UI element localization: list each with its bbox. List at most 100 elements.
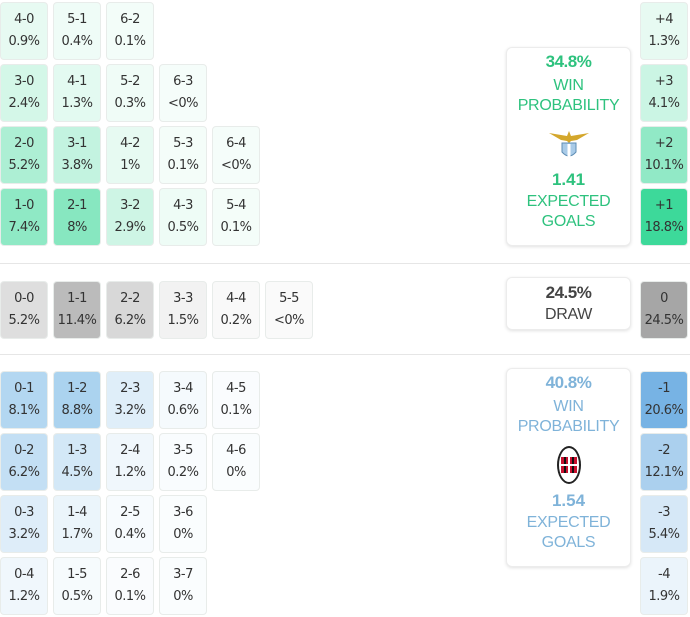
scoreline-label: -1 xyxy=(658,381,670,396)
scoreline-probability: 0% xyxy=(173,527,193,542)
scoreline-label: 2-0 xyxy=(14,136,34,151)
scoreline-cell: 5-5 <0% xyxy=(265,281,313,339)
scoreline-probability: 0.3% xyxy=(114,96,146,111)
scoreline-probability: 18.8% xyxy=(644,220,684,235)
scoreline-label: +3 xyxy=(654,74,674,89)
scoreline-probability: 1.3% xyxy=(61,96,93,111)
scoreline-probability: 20.6% xyxy=(644,403,684,418)
scoreline-cell: 2-6 0.1% xyxy=(106,557,154,615)
scoreline-probability: 7.4% xyxy=(8,220,40,235)
scoreline-probability: 0.4% xyxy=(61,34,93,49)
scoreline-cell: 3-4 0.6% xyxy=(159,371,207,429)
scoreline-cell: 0-4 1.2% xyxy=(0,557,48,615)
scoreline-label: 4-2 xyxy=(120,136,140,151)
scoreline-cell: 3-6 0% xyxy=(159,495,207,553)
scoreline-probability: <0% xyxy=(167,96,199,111)
scoreline-cell: 4-3 0.5% xyxy=(159,188,207,246)
away-xg-label: EXPECTED GOALS xyxy=(526,514,611,551)
scoreline-probability: 1.2% xyxy=(8,589,40,604)
scoreline-label: 4-5 xyxy=(226,381,246,396)
scoreline-cell: 1-3 4.5% xyxy=(53,433,101,491)
scoreline-cell: 3-1 3.8% xyxy=(53,126,101,184)
scoreline-label: 0-1 xyxy=(14,381,34,396)
scoreline-label: 5-2 xyxy=(120,74,140,89)
scoreline-probability: 6.2% xyxy=(8,465,40,480)
scoreline-probability: 3.2% xyxy=(114,403,146,418)
scoreline-probability: 0.1% xyxy=(114,34,146,49)
away-win-label: WIN PROBABILITY xyxy=(517,398,620,435)
scoreline-label: 5-4 xyxy=(226,198,246,213)
scoreline-probability: 1.7% xyxy=(61,527,93,542)
draw-probability: 24.5% xyxy=(545,283,592,302)
scoreline-label: 6-4 xyxy=(226,136,246,151)
scoreline-label: 2-5 xyxy=(120,505,140,520)
away-summary-card: 40.8% WIN PROBABILITY 1.54 EXPECTED GOAL… xyxy=(506,368,631,567)
scoreline-label: 3-6 xyxy=(173,505,193,520)
scoreline-probability: 1.9% xyxy=(648,589,680,604)
scoreline-probability: 0.1% xyxy=(114,589,146,604)
scoreline-cell: 4-1 1.3% xyxy=(53,64,101,122)
away-win-probability: 40.8% xyxy=(545,373,592,392)
scoreline-label: 6-2 xyxy=(120,12,140,27)
scoreline-probability: 2.9% xyxy=(114,220,146,235)
draw-summary-card: 24.5% DRAW xyxy=(506,277,631,330)
home-summary-card: 34.8% WIN PROBABILITY 1.41 EXPECTED GOAL… xyxy=(506,47,631,246)
scoreline-label: 0-3 xyxy=(14,505,34,520)
scoreline-label: 0 xyxy=(660,291,668,306)
goal-margin-cell: -1 20.6% xyxy=(640,371,688,429)
scoreline-cell: 3-5 0.2% xyxy=(159,433,207,491)
scoreline-probability: 12.1% xyxy=(644,465,684,480)
scoreline-probability: 1.3% xyxy=(648,34,680,49)
scoreline-label: 3-5 xyxy=(173,443,193,458)
goal-margin-cell: +2 10.1% xyxy=(640,126,688,184)
scoreline-label: +4 xyxy=(654,12,674,27)
scoreline-cell: 2-2 6.2% xyxy=(106,281,154,339)
scoreline-label: 2-1 xyxy=(67,198,87,213)
scoreline-label: 1-4 xyxy=(67,505,87,520)
scoreline-label: +1 xyxy=(654,198,674,213)
scoreline-label: 5-1 xyxy=(67,12,87,27)
scoreline-probability: 0.4% xyxy=(114,527,146,542)
scoreline-cell: 6-4 <0% xyxy=(212,126,260,184)
scoreline-probability: 0% xyxy=(173,589,193,604)
divider xyxy=(0,354,690,355)
scoreline-probability: 0.9% xyxy=(8,34,40,49)
scoreline-probability: 0.2% xyxy=(167,465,199,480)
scoreline-cell: 2-0 5.2% xyxy=(0,126,48,184)
scoreline-label: 5-3 xyxy=(173,136,193,151)
scoreline-cell: 4-0 0.9% xyxy=(0,2,48,60)
goal-margin-cell: -2 12.1% xyxy=(640,433,688,491)
scoreline-label: +2 xyxy=(654,136,674,151)
scoreline-label: 1-0 xyxy=(14,198,34,213)
scoreline-cell: 1-0 7.4% xyxy=(0,188,48,246)
scoreline-probability: 8.8% xyxy=(61,403,93,418)
scoreline-label: 2-3 xyxy=(120,381,140,396)
scoreline-cell: 0-1 8.1% xyxy=(0,371,48,429)
goal-margin-cell: 0 24.5% xyxy=(640,281,688,339)
scoreline-cell: 0-0 5.2% xyxy=(0,281,48,339)
scoreline-probability: 0.1% xyxy=(167,158,199,173)
scoreline-probability: <0% xyxy=(220,158,252,173)
goal-margin-cell: +3 4.1% xyxy=(640,64,688,122)
scoreline-cell: 5-2 0.3% xyxy=(106,64,154,122)
scoreline-label: 4-0 xyxy=(14,12,34,27)
scoreline-cell: 0-3 3.2% xyxy=(0,495,48,553)
home-xg-label: EXPECTED GOALS xyxy=(526,193,611,230)
scoreline-cell: 5-3 0.1% xyxy=(159,126,207,184)
scoreline-cell: 2-5 0.4% xyxy=(106,495,154,553)
scoreline-cell: 1-5 0.5% xyxy=(53,557,101,615)
home-win-probability: 34.8% xyxy=(545,52,592,71)
scoreline-label: 1-2 xyxy=(67,381,87,396)
scoreline-cell: 4-2 1% xyxy=(106,126,154,184)
scoreline-label: 0-0 xyxy=(14,291,34,306)
scoreline-cell: 2-3 3.2% xyxy=(106,371,154,429)
scoreline-cell: 6-2 0.1% xyxy=(106,2,154,60)
goal-margin-cell: +4 1.3% xyxy=(640,2,688,60)
scoreline-probability: 0.5% xyxy=(167,220,199,235)
scoreline-probability: 5.2% xyxy=(8,313,40,328)
scoreline-probability: 8% xyxy=(67,220,87,235)
scoreline-label: 2-4 xyxy=(120,443,140,458)
scoreline-label: 4-4 xyxy=(226,291,246,306)
scoreline-probability: 2.4% xyxy=(8,96,40,111)
scoreline-cell: 3-7 0% xyxy=(159,557,207,615)
